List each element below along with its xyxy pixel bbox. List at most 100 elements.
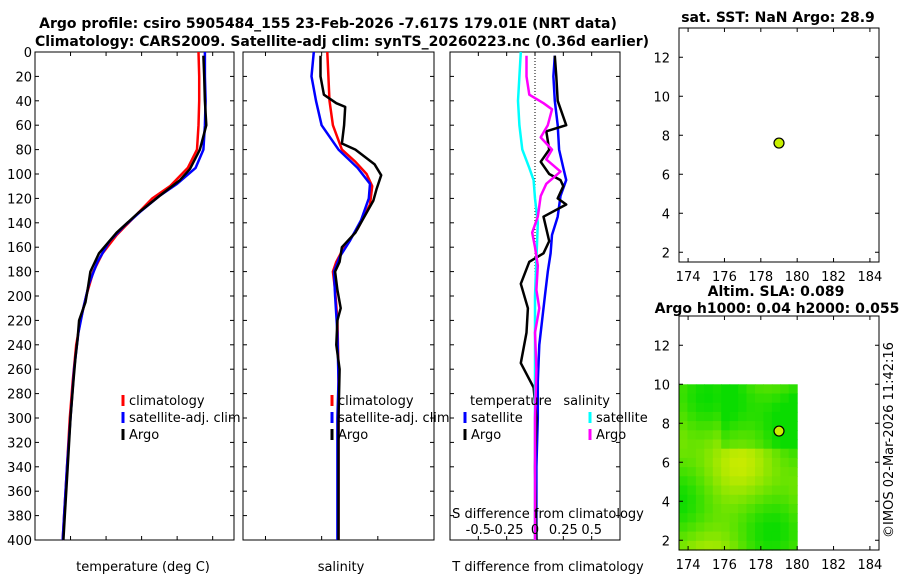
series-satellite-adj-clim xyxy=(310,51,372,540)
sla-heatmap-cell xyxy=(729,485,739,496)
lon-tick-label: 178 xyxy=(748,270,773,285)
sla-heatmap-cell xyxy=(704,457,714,468)
depth-tick-label: 280 xyxy=(7,388,32,403)
sla-heatmap-cell xyxy=(780,384,790,395)
sla-heatmap-cell xyxy=(746,384,756,395)
sla-heatmap-cell xyxy=(771,504,781,514)
sla-heatmap-cell xyxy=(780,421,790,431)
sla-heatmap-cell xyxy=(780,513,790,523)
sla-heatmap-cell xyxy=(755,402,764,413)
sla-heatmap-cell xyxy=(788,494,798,505)
sla-heatmap-cell xyxy=(729,457,739,468)
sla-heatmap-cell xyxy=(695,448,705,459)
temperature-legend-0-label: climatology xyxy=(129,394,205,409)
sla-heatmap-cell xyxy=(721,467,731,477)
sla-heatmap-cell xyxy=(763,522,773,533)
sla-heatmap-cell xyxy=(763,411,773,422)
sla-heatmap-cell xyxy=(755,531,764,542)
sla-heatmap-cell xyxy=(755,540,764,551)
sla-heatmap-cell xyxy=(729,402,739,413)
sla-heatmap-cell xyxy=(704,430,714,441)
sla-heatmap-cell xyxy=(721,439,731,450)
lat-tick-label: 6 xyxy=(662,168,670,183)
sla-heatmap-cell xyxy=(771,476,781,487)
sla-heatmap-cell xyxy=(763,494,773,505)
difference-legend-s-sat-label: satellite xyxy=(596,411,648,426)
sla-heatmap-cell xyxy=(763,467,773,477)
lat-tick-label: 4 xyxy=(662,495,670,510)
sla-heatmap-cell xyxy=(695,540,705,551)
sla-heatmap-cell xyxy=(755,393,764,404)
lon-tick-label: 184 xyxy=(857,270,882,285)
sla-heatmap-cell xyxy=(771,522,781,533)
sla-heatmap-cell xyxy=(755,467,764,477)
lon-tick-label: 178 xyxy=(748,558,773,573)
sla-heatmap-cell xyxy=(729,467,739,477)
sla-heatmap-cell xyxy=(712,411,722,422)
series-argo xyxy=(62,55,208,541)
sla-heatmap-cell xyxy=(712,439,722,450)
depth-tick-label: 400 xyxy=(7,534,32,549)
salinity-x-label: salinity xyxy=(318,560,365,575)
sla-heatmap-cell xyxy=(738,531,748,542)
s-diff-tick-label: -0.5 xyxy=(466,523,491,538)
sla-heatmap-cell xyxy=(788,402,798,413)
sla-heatmap-cell xyxy=(712,457,722,468)
sla-heatmap-cell xyxy=(704,531,714,542)
sla-heatmap-cell xyxy=(788,504,798,514)
sla-heatmap-cell xyxy=(721,531,731,542)
sla-heatmap-cell xyxy=(712,384,722,395)
sla-heatmap-cell xyxy=(712,540,722,551)
sla-heatmap-cell xyxy=(738,448,748,459)
sla-heatmap-cell xyxy=(788,540,798,551)
figure-title-line2: Climatology: CARS2009. Satellite-adj cli… xyxy=(35,34,649,50)
sla-heatmap-cell xyxy=(788,439,798,450)
sla-heatmap-cell xyxy=(788,485,798,496)
sla-heatmap-cell xyxy=(746,393,756,404)
sla-heatmap-cell xyxy=(746,402,756,413)
sla-heatmap-cell xyxy=(712,393,722,404)
sla-heatmap-cell xyxy=(746,430,756,441)
sla-heatmap-cell xyxy=(755,421,764,431)
depth-tick-label: 160 xyxy=(7,241,32,256)
sla-heatmap-cell xyxy=(695,384,705,395)
sla-heatmap-cell xyxy=(788,421,798,431)
sla-heatmap-cell xyxy=(771,457,781,468)
lat-tick-label: 2 xyxy=(662,246,670,261)
sla-heatmap-cell xyxy=(679,402,688,413)
sla-heatmap-cell xyxy=(704,540,714,551)
sla-heatmap-cell xyxy=(729,531,739,542)
sla-heatmap-cell xyxy=(763,476,773,487)
sla-heatmap-cell xyxy=(687,522,697,533)
sla-heatmap-cell xyxy=(738,513,748,523)
sla-heatmap-cell xyxy=(763,448,773,459)
sla-heatmap-cell xyxy=(704,513,714,523)
sla-heatmap-cell xyxy=(712,430,722,441)
sla-heatmap-cell xyxy=(687,457,697,468)
sla-heatmap-cell xyxy=(763,504,773,514)
sla-heatmap-cell xyxy=(679,448,688,459)
sla-heatmap-cell xyxy=(695,421,705,431)
lat-tick-label: 10 xyxy=(653,90,670,105)
s-diff-tick-label: 0 xyxy=(531,523,539,538)
sla-heatmap-cell xyxy=(704,393,714,404)
depth-tick-label: 180 xyxy=(7,266,32,281)
sla-heatmap-cell xyxy=(746,531,756,542)
sla-heatmap-cell xyxy=(738,540,748,551)
sla-heatmap-cell xyxy=(721,494,731,505)
sla-heatmap-cell xyxy=(780,485,790,496)
sla-heatmap-cell xyxy=(729,421,739,431)
sla-heatmap-cell xyxy=(755,485,764,496)
difference-legend-salinity-title: salinity xyxy=(563,394,610,409)
sla-heatmap-cell xyxy=(780,467,790,477)
sla-heatmap-cell xyxy=(704,402,714,413)
sla-heatmap-cell xyxy=(704,448,714,459)
sla-heatmap-cell xyxy=(687,467,697,477)
sla-heatmap-cell xyxy=(721,540,731,551)
sla-heatmap-cell xyxy=(679,485,688,496)
sla-heatmap-cell xyxy=(721,384,731,395)
sla-heatmap-cell xyxy=(687,540,697,551)
sla-heatmap-cell xyxy=(712,485,722,496)
sla-heatmap-cell xyxy=(687,531,697,542)
